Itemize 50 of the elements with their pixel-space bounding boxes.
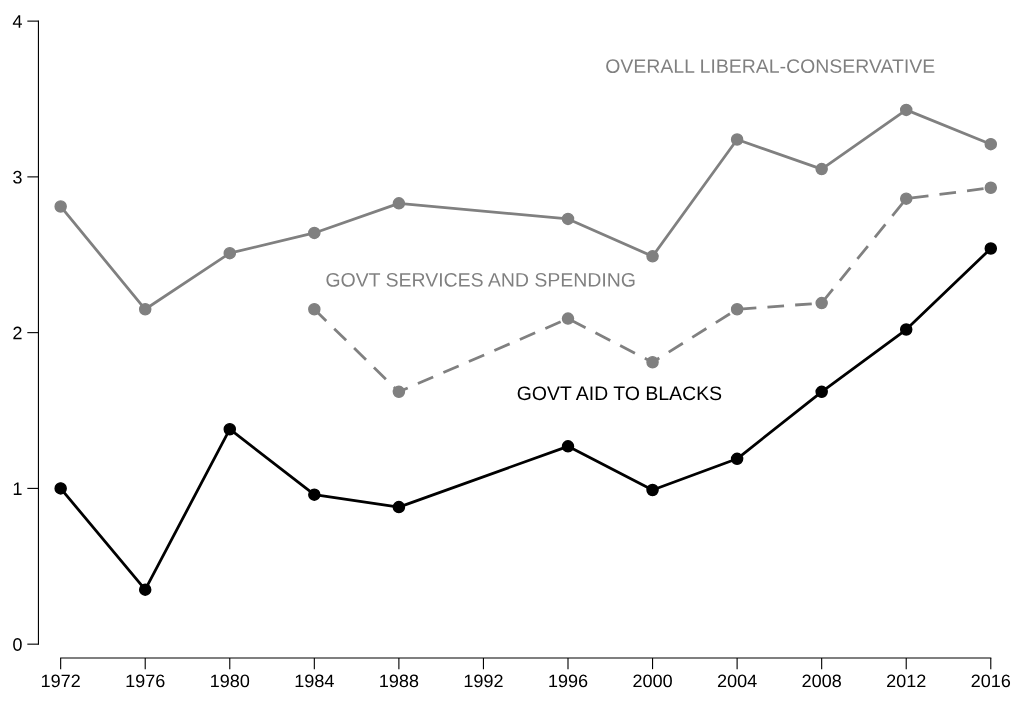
point bbox=[984, 137, 998, 151]
point bbox=[646, 483, 659, 497]
text: OVERALL LIBERAL-CONSERVATIVE bbox=[606, 59, 935, 73]
x-tick-label: 1988 bbox=[380, 674, 419, 688]
point bbox=[392, 197, 406, 210]
point bbox=[54, 200, 67, 213]
point bbox=[730, 133, 744, 146]
point bbox=[223, 246, 237, 260]
point bbox=[730, 452, 744, 466]
point bbox=[308, 226, 321, 240]
text: GOVT AID TO BLACKS bbox=[517, 386, 722, 401]
x-tick-label: 2012 bbox=[887, 674, 926, 688]
x-tick-label: 1984 bbox=[295, 674, 334, 688]
point bbox=[392, 385, 406, 399]
point bbox=[561, 212, 575, 226]
y-tick-label: 0 bbox=[13, 638, 22, 651]
x-tick-label: 1972 bbox=[41, 674, 80, 688]
x-tick-label: 1996 bbox=[549, 674, 588, 688]
point bbox=[561, 440, 575, 453]
series-label: GOVT SERVICES AND SPENDING bbox=[326, 272, 635, 287]
x-tick-label: 2016 bbox=[971, 674, 1011, 688]
point bbox=[730, 303, 744, 316]
point bbox=[308, 303, 321, 316]
x-tick-label: 2004 bbox=[717, 674, 757, 688]
y-tick-label: 3 bbox=[13, 170, 22, 184]
point bbox=[392, 500, 406, 514]
x-tick-label: 1992 bbox=[464, 674, 503, 688]
x-tick-label: 1980 bbox=[211, 674, 250, 688]
y-tick-label: 4 bbox=[12, 15, 22, 28]
point bbox=[815, 296, 828, 310]
point bbox=[984, 242, 998, 255]
point bbox=[815, 385, 828, 399]
point bbox=[646, 250, 659, 263]
point bbox=[561, 312, 575, 325]
point bbox=[984, 181, 998, 195]
point bbox=[308, 488, 321, 501]
point bbox=[54, 482, 67, 495]
x-tick-label: 2000 bbox=[633, 674, 672, 688]
point bbox=[223, 422, 237, 436]
y-tick-label: 2 bbox=[13, 326, 22, 340]
point bbox=[899, 323, 913, 336]
point bbox=[138, 583, 152, 596]
point bbox=[899, 103, 913, 117]
x-tick-label: 2008 bbox=[802, 674, 841, 688]
x-tick-label: 1976 bbox=[126, 674, 165, 688]
point bbox=[138, 303, 152, 316]
point bbox=[815, 162, 828, 176]
point bbox=[899, 192, 913, 205]
y-tick-label: 1 bbox=[13, 482, 22, 495]
point bbox=[646, 355, 659, 369]
